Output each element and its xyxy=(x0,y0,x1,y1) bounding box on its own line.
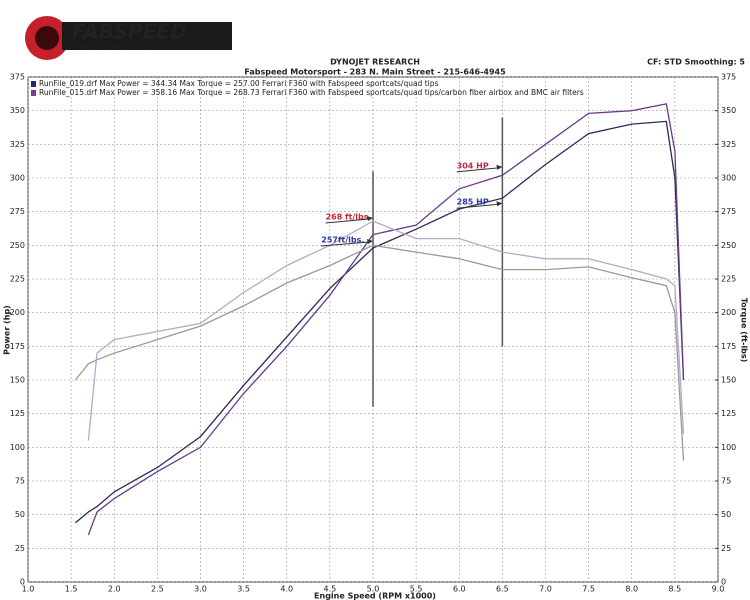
legend-swatch xyxy=(31,90,36,96)
y-tick-label: 300 xyxy=(10,174,25,183)
y2-tick-label: 100 xyxy=(721,443,736,452)
legend-entry: RunFile_015.drf Max Power = 358.16 Max T… xyxy=(39,88,584,97)
annotation: 257ft/lbs. xyxy=(321,235,364,244)
annotation-arrow xyxy=(321,241,370,247)
x-tick-label: 2.5 xyxy=(151,585,164,594)
y-tick-label: 225 xyxy=(10,275,25,284)
lab-name: DYNOJET RESEARCH xyxy=(330,58,420,67)
logo: FABSPEED MOTORSPORT xyxy=(25,16,232,60)
annotation-arrowhead xyxy=(367,216,373,222)
x-tick-label: 6.5 xyxy=(496,585,509,594)
series-line xyxy=(87,220,685,441)
y-tick-label: 250 xyxy=(10,241,25,250)
settings: CF: STD Smoothing: 5 xyxy=(647,58,745,67)
logo-sub: MOTORSPORT xyxy=(80,43,166,52)
x-tick-label: 7.5 xyxy=(582,585,595,594)
y2-tick-label: 75 xyxy=(721,477,731,486)
y-tick-label: 200 xyxy=(10,308,25,317)
y2-tick-label: 350 xyxy=(721,106,736,115)
y-tick-label: 375 xyxy=(10,73,25,82)
y2-tick-label: 175 xyxy=(721,342,736,351)
y2-tick-label: 25 xyxy=(721,544,731,553)
annotation-arrow xyxy=(456,167,499,173)
x-tick-label: 7.0 xyxy=(539,585,552,594)
logo-brand: FABSPEED xyxy=(72,20,187,44)
y2-tick-label: 250 xyxy=(721,241,736,250)
y2-tick-label: 375 xyxy=(721,73,736,82)
x-tick-label: 5.5 xyxy=(410,585,423,594)
x-axis-title: Engine Speed (RPM x1000) xyxy=(314,592,436,600)
x-tick-label: 1.0 xyxy=(22,585,35,594)
annotation-arrowhead xyxy=(496,164,503,170)
y-tick-label: 50 xyxy=(15,510,25,519)
y-tick-label: 325 xyxy=(10,140,25,149)
annotation-arrow xyxy=(325,218,370,224)
legend-swatch xyxy=(31,81,36,87)
y2-tick-label: 325 xyxy=(721,140,736,149)
x-tick-label: 3.5 xyxy=(237,585,250,594)
y2-tick-label: 0 xyxy=(721,578,726,587)
x-tick-label: 8.0 xyxy=(625,585,638,594)
x-tick-label: 3.0 xyxy=(194,585,207,594)
x-tick-label: 2.0 xyxy=(108,585,121,594)
y-tick-label: 175 xyxy=(10,342,25,351)
y-tick-label: 100 xyxy=(10,443,25,452)
y-tick-label: 150 xyxy=(10,376,25,385)
annotation-arrowhead xyxy=(367,238,373,244)
y-tick-label: 125 xyxy=(10,409,25,418)
y2-tick-label: 150 xyxy=(721,376,736,385)
logo-badge-center xyxy=(35,26,59,50)
y-tick-label: 25 xyxy=(15,544,25,553)
logo-band xyxy=(62,22,232,50)
y2-tick-label: 300 xyxy=(721,174,736,183)
x-tick-label: 4.5 xyxy=(324,585,337,594)
y2-tick-label: 225 xyxy=(721,275,736,284)
y2-tick-label: 125 xyxy=(721,409,736,418)
x-tick-label: 8.5 xyxy=(669,585,682,594)
y-axis-title: Power (hp) xyxy=(3,305,12,355)
annotation: 285 HP xyxy=(457,198,489,207)
address: Fabspeed Motorsport - 283 N. Main Street… xyxy=(244,68,506,77)
y-tick-label: 275 xyxy=(10,207,25,216)
x-tick-label: 1.5 xyxy=(65,585,78,594)
annotation: 304 HP xyxy=(457,161,489,170)
series-line xyxy=(87,103,685,536)
y2-tick-label: 50 xyxy=(721,510,731,519)
x-tick-label: 6.0 xyxy=(453,585,466,594)
y2-tick-label: 275 xyxy=(721,207,736,216)
series-line xyxy=(74,120,685,524)
x-tick-label: 4.0 xyxy=(280,585,293,594)
legend-entry: RunFile_019.drf Max Power = 344.34 Max T… xyxy=(39,79,438,88)
y-tick-label: 75 xyxy=(15,477,25,486)
annotation-arrowhead xyxy=(496,201,503,207)
annotation: 268 ft/lbs. xyxy=(326,213,372,222)
series-line xyxy=(74,244,685,461)
x-tick-label: 9.0 xyxy=(712,585,725,594)
annotation-arrow xyxy=(456,203,499,209)
y-tick-label: 350 xyxy=(10,106,25,115)
y2-tick-label: 200 xyxy=(721,308,736,317)
x-tick-label: 5.0 xyxy=(367,585,380,594)
y-tick-label: 0 xyxy=(20,578,25,587)
y2-axis-title: Torque (ft-lbs) xyxy=(740,298,749,363)
